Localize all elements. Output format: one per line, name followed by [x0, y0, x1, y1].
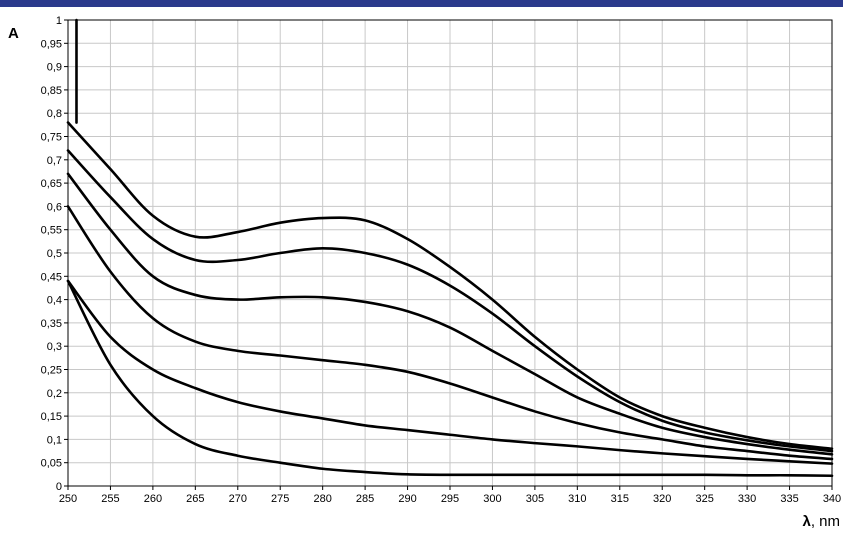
y-tick-label: 0,6 — [47, 201, 62, 213]
x-tick-label: 300 — [483, 493, 501, 505]
y-tick-label: 1 — [56, 15, 62, 27]
x-axis-symbol: λ — [802, 513, 811, 530]
y-tick-label: 0,25 — [41, 365, 62, 377]
x-tick-label: 265 — [186, 493, 204, 505]
series-line-5 — [66, 279, 834, 465]
y-tick-label: 0,35 — [41, 318, 62, 330]
x-tick-label: 320 — [653, 493, 671, 505]
y-tick-label: 0,1 — [47, 434, 62, 446]
y-tick-label: 0 — [56, 481, 62, 493]
x-tick-label: 305 — [526, 493, 544, 505]
y-axis-ticks: 0 0,05 0,1 0,15 0,2 0,25 0,3 0,35 0,4 0,45 0,5 0,55… — [41, 15, 68, 493]
x-tick-label: 260 — [144, 493, 162, 505]
series-line-1 — [66, 121, 834, 451]
y-tick-label: 0,85 — [41, 85, 62, 97]
window-top-bar — [0, 0, 843, 7]
y-tick-label: 0,65 — [41, 178, 62, 190]
x-tick-label: 340 — [823, 493, 841, 505]
y-tick-label: 0,3 — [47, 341, 62, 353]
x-tick-label: 330 — [738, 493, 756, 505]
series-line-6 — [66, 279, 834, 478]
y-tick-label: 0,2 — [47, 388, 62, 400]
y-tick-label: 0,5 — [47, 248, 62, 260]
y-tick-label: 0,05 — [41, 458, 62, 470]
x-tick-label: 270 — [229, 493, 247, 505]
y-tick-label: 0,7 — [47, 155, 62, 167]
x-tick-label: 255 — [101, 493, 119, 505]
y-tick-label: 0,8 — [47, 108, 62, 120]
y-tick-label: 0,95 — [41, 38, 62, 50]
x-axis-title: λ, nm — [802, 513, 840, 530]
series-line-4 — [66, 205, 834, 461]
x-axis-ticks: 250 255 260 265 270 275 280 285 290 295 300 305 310 3… — [59, 486, 841, 505]
y-tick-label: 0,45 — [41, 271, 62, 283]
x-tick-label: 315 — [611, 493, 629, 505]
x-tick-label: 290 — [398, 493, 416, 505]
y-axis-title: A — [8, 25, 19, 42]
y-tick-label: 0,15 — [41, 411, 62, 423]
y-tick-label: 0,4 — [47, 295, 62, 307]
x-tick-label: 295 — [441, 493, 459, 505]
y-tick-label: 0,75 — [41, 132, 62, 144]
x-tick-label: 275 — [271, 493, 289, 505]
x-tick-label: 325 — [695, 493, 713, 505]
y-tick-label: 0,55 — [41, 225, 62, 237]
series-line-3 — [66, 172, 834, 456]
grid — [67, 19, 833, 487]
x-tick-label: 250 — [59, 493, 77, 505]
series-group — [66, 121, 834, 478]
x-axis-unit: , nm — [811, 513, 840, 530]
x-tick-label: 335 — [780, 493, 798, 505]
series-line-2 — [66, 149, 834, 453]
x-tick-label: 310 — [568, 493, 586, 505]
x-tick-label: 285 — [356, 493, 374, 505]
x-tick-label: 280 — [313, 493, 331, 505]
y-tick-label: 0,9 — [47, 62, 62, 74]
